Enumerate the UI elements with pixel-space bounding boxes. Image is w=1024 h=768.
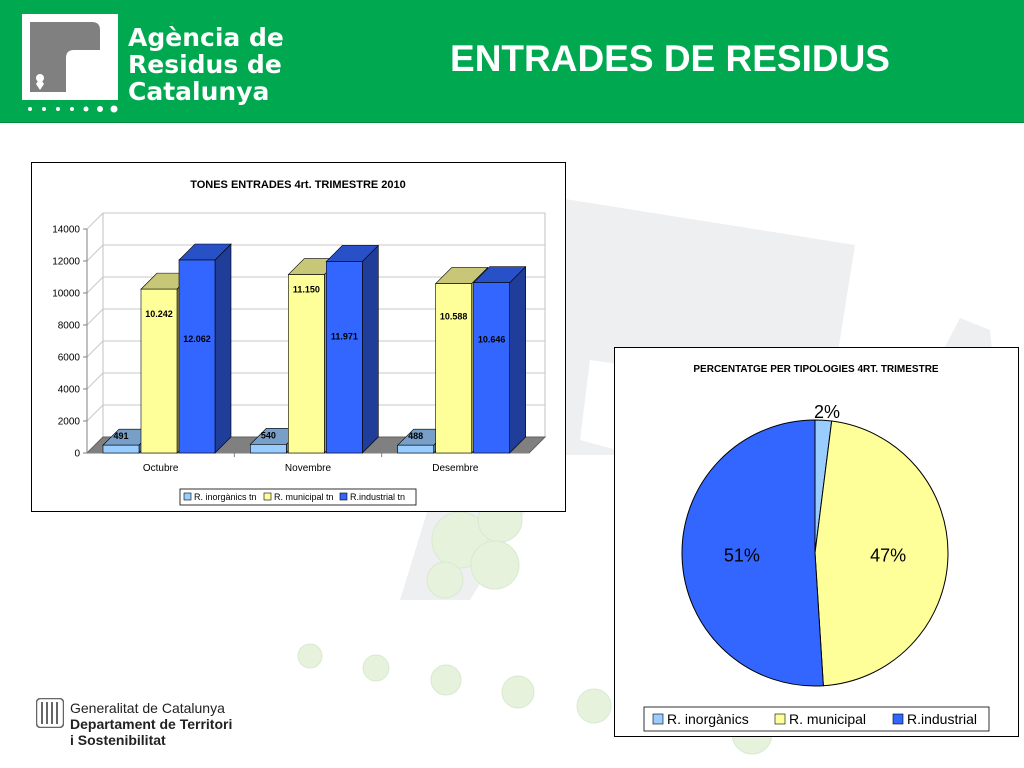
bar-data-label: 11.150 [293, 285, 320, 295]
pie-legend-swatch [774, 713, 786, 725]
bar [102, 444, 140, 454]
bar [250, 444, 287, 454]
bar [288, 274, 325, 454]
bar [140, 288, 178, 454]
pie-data-label: 47% [870, 545, 906, 565]
bar [178, 259, 216, 454]
bar-legend-label: R. inorgànics tn [194, 492, 257, 502]
pie-legend-frame [643, 706, 990, 732]
bar-y-tick-label: 10000 [52, 289, 80, 300]
page-title: ENTRADES DE RESIDUS [450, 38, 890, 79]
bar [473, 282, 510, 454]
bar-gridline-side [86, 244, 104, 262]
bar-gridline-side [86, 308, 104, 326]
bar-side [509, 265, 526, 454]
pie-chart-panel: PERCENTATGE PER TIPOLOGIES 4RT. TRIMESTR… [614, 347, 1019, 737]
bar [397, 444, 434, 454]
pie-legend-label: R. municipal [789, 711, 866, 727]
bar-chart-panel: TONES ENTRADES 4rt. TRIMESTRE 2010 0 2000 4… [31, 162, 566, 512]
bar [326, 261, 363, 454]
footer-line-1: Generalitat de Catalunya [70, 700, 225, 716]
pie-slice [681, 419, 824, 687]
agency-logo-icon [30, 22, 100, 92]
bar [435, 283, 472, 454]
bar-y-tick-label: 14000 [52, 225, 80, 236]
agency-logo [22, 14, 118, 100]
bar-legend-label: R.industrial tn [350, 492, 405, 502]
bar-y-tick-label: 12000 [52, 257, 80, 268]
pie-slice [814, 420, 949, 687]
bar-legend-label: R. municipal tn [274, 492, 334, 502]
pie-legend-label: R. inorgànics [667, 711, 749, 727]
pie-legend-swatch [652, 713, 664, 725]
bar-x-tick-label: Desembre [432, 463, 479, 474]
bar-x-tick-label: Novembre [285, 463, 332, 474]
bar-x-tick-label: Octubre [143, 463, 179, 474]
pie-data-label: 2% [814, 402, 840, 422]
bar-data-label: 10.646 [478, 335, 506, 345]
pie-chart-title: PERCENTATGE PER TIPOLOGIES 4RT. TRIMESTR… [693, 364, 939, 375]
bar-y-tick-label: 0 [74, 449, 80, 460]
bar-legend-swatch [339, 492, 348, 501]
header-bar: Agència de Residus de Catalunya ENTRADES… [0, 0, 1024, 123]
bar-data-label: 12.062 [183, 334, 211, 344]
bar-legend-swatch [183, 492, 192, 501]
pie-chart-legend: R. inorgànics R. municipal R.industrial [643, 706, 990, 732]
footer-line-2: Departament de Territori [70, 716, 233, 732]
bar-chart: TONES ENTRADES 4rt. TRIMESTRE 2010 0 2000 4… [52, 179, 547, 506]
bar-data-label: 491 [113, 431, 128, 441]
bar-y-tick-label: 8000 [58, 321, 81, 332]
pie-data-label: 51% [724, 545, 760, 565]
agency-name-line-3: Catalunya [128, 77, 270, 106]
agency-name-line-1: Agència de [128, 23, 284, 52]
generalitat-logo-icon [36, 698, 64, 728]
footer-line-3: i Sostenibilitat [70, 732, 166, 748]
bar-gridline-side [86, 404, 104, 422]
bar-data-label: 10.242 [145, 309, 173, 319]
bar-y-tick-label: 2000 [58, 417, 81, 428]
bar-side [362, 244, 379, 454]
bar-gridline-side [86, 212, 104, 230]
pie-legend-label: R.industrial [907, 711, 977, 727]
bar-y-tick-label: 6000 [58, 353, 81, 364]
bar-data-label: 488 [408, 431, 423, 441]
agency-name: Agència de Residus de Catalunya [128, 24, 284, 105]
logo-dots-decoration [28, 105, 118, 113]
footer-institution: Generalitat de Catalunya Departament de … [70, 700, 232, 748]
bar-legend-frame [179, 488, 417, 506]
pie-legend-swatch [892, 713, 904, 725]
pie-chart: PERCENTATGE PER TIPOLOGIES 4RT. TRIMESTR… [643, 364, 990, 732]
bar-data-label: 540 [261, 430, 276, 440]
bar-gridline-side [86, 276, 104, 294]
agency-name-line-2: Residus de [128, 50, 282, 79]
bar-data-label: 11.971 [331, 331, 358, 341]
bar-side [214, 243, 232, 454]
bar-gridline-side [86, 372, 104, 390]
bar-y-tick-label: 4000 [58, 385, 81, 396]
bar-chart-legend: R. inorgànics tn R. municipal tn R.industr… [179, 488, 417, 506]
bar-chart-title: TONES ENTRADES 4rt. TRIMESTRE 2010 [190, 179, 406, 191]
bar-gridline-side [86, 340, 104, 358]
bar-legend-swatch [263, 492, 272, 501]
bar-data-label: 10.588 [440, 312, 468, 322]
